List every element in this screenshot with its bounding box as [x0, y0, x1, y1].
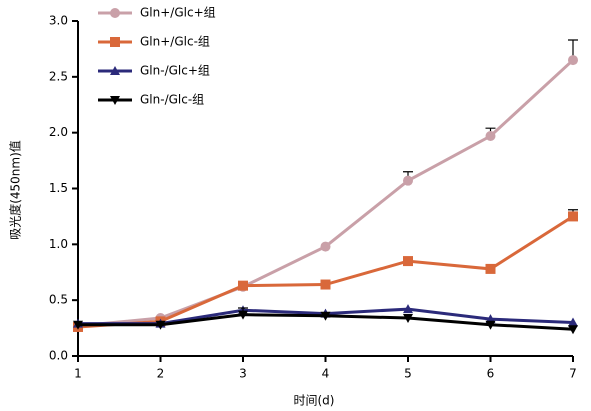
marker	[485, 263, 496, 274]
x-tick-label: 7	[569, 367, 577, 381]
x-tick-label: 1	[74, 367, 82, 381]
marker	[238, 280, 248, 291]
marker	[568, 55, 578, 66]
marker	[320, 311, 331, 321]
marker	[568, 211, 578, 222]
marker	[403, 314, 413, 324]
x-tick-label: 4	[322, 367, 330, 381]
marker	[73, 320, 83, 330]
marker	[238, 310, 248, 320]
marker	[155, 320, 166, 330]
marker	[568, 325, 578, 335]
y-tick-label: 2.0	[49, 125, 68, 139]
y-tick-label: 1.0	[49, 237, 68, 251]
marker	[485, 320, 496, 330]
y-axis-label: 吸光度(450nm)值	[8, 140, 23, 240]
y-tick-label: 2.5	[49, 69, 68, 83]
x-axis-label: 时间(d)	[294, 394, 335, 408]
marker	[568, 317, 578, 327]
x-tick-label: 5	[404, 367, 412, 381]
marker	[110, 96, 120, 105]
legend-label: Gln-/Glc+组	[140, 64, 210, 78]
x-tick-label: 6	[487, 367, 495, 381]
legend-label: Gln-/Glc-组	[140, 93, 204, 107]
x-tick-label: 3	[239, 367, 247, 381]
marker	[403, 256, 413, 267]
marker	[110, 37, 120, 47]
marker	[110, 66, 120, 75]
legend-label: Gln+/Glc-组	[140, 35, 210, 49]
y-tick-label: 0.5	[49, 293, 68, 307]
marker	[485, 131, 496, 142]
legend-label: Gln+/Glc+组	[140, 6, 216, 20]
y-tick-label: 1.5	[49, 181, 68, 195]
marker	[403, 175, 413, 186]
x-tick-label: 2	[157, 367, 165, 381]
marker	[320, 241, 331, 252]
marker	[110, 8, 120, 18]
y-tick-label: 3.0	[49, 14, 68, 28]
y-tick-label: 0.0	[49, 349, 68, 363]
marker	[403, 304, 413, 314]
marker	[320, 279, 331, 290]
